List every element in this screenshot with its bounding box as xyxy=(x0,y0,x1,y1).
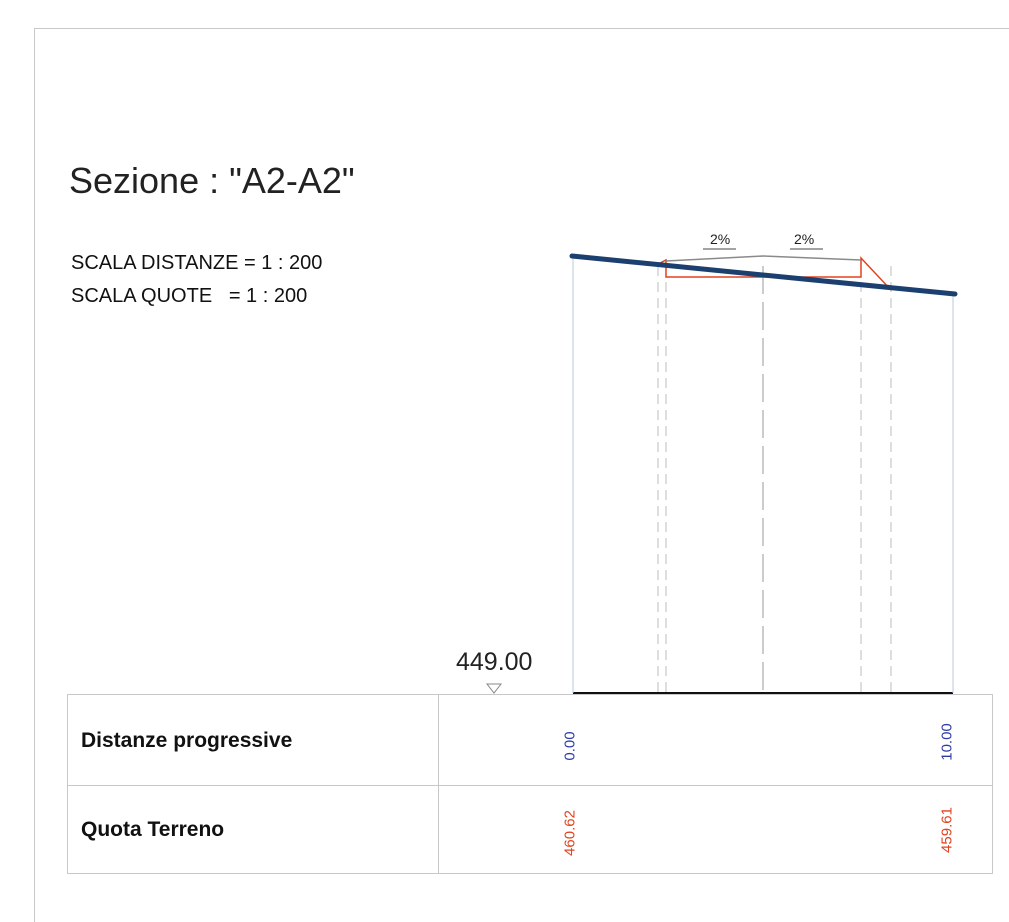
slope-label-left: 2% xyxy=(710,231,730,247)
distance-scale: SCALA DISTANZE = 1 : 200 xyxy=(71,252,323,274)
distance-value: 10.00 xyxy=(938,723,956,761)
profile-data-table: Distanze progressive Quota Terreno xyxy=(67,694,993,874)
datum-elevation-label: 449.00 xyxy=(456,648,533,676)
row-label-distances: Distanze progressive xyxy=(81,729,293,752)
row-label-elevation: Quota Terreno xyxy=(81,818,225,841)
distance-value: 0.00 xyxy=(561,731,579,761)
datum-triangle-icon xyxy=(485,683,503,694)
slope-label-right: 2% xyxy=(794,231,814,247)
height-scale: SCALA QUOTE = 1 : 200 xyxy=(71,285,308,307)
elevation-value: 460.62 xyxy=(561,810,579,856)
drawing-sheet xyxy=(34,28,1009,922)
table-column-divider xyxy=(438,695,439,873)
terrain-profile-line xyxy=(569,253,958,297)
pavement-surface xyxy=(665,255,862,262)
section-title: Sezione : "A2-A2" xyxy=(69,160,355,201)
table-row-divider xyxy=(68,785,992,786)
elevation-value: 459.61 xyxy=(938,807,956,853)
